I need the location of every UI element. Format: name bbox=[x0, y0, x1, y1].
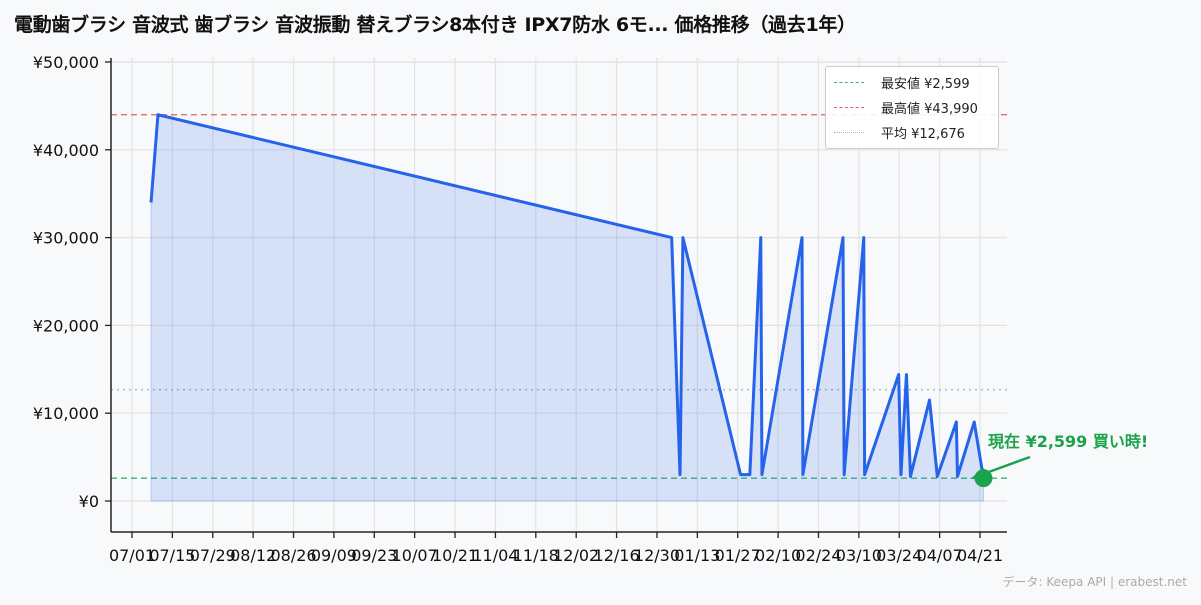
legend-label-max: 最高値 ¥43,990 bbox=[881, 101, 978, 117]
y-tick-label: ¥10,000 bbox=[33, 404, 99, 423]
x-tick-label: 08/26 bbox=[270, 546, 316, 565]
x-tick-label: 10/07 bbox=[392, 546, 438, 565]
dashed-line-icon bbox=[834, 106, 864, 108]
x-tick-label: 04/21 bbox=[957, 546, 1003, 565]
y-tick-label: ¥50,000 bbox=[33, 53, 99, 72]
x-axis-ticks: 07/0107/1507/2908/1208/2609/0909/2310/07… bbox=[109, 532, 1003, 565]
y-axis-ticks: ¥0 ¥10,000 ¥20,000 ¥30,000 ¥40,000 ¥50,000 bbox=[33, 53, 111, 511]
x-tick-label: 10/21 bbox=[432, 546, 478, 565]
x-tick-label: 12/30 bbox=[634, 546, 680, 565]
x-tick-label: 02/10 bbox=[755, 546, 801, 565]
legend: 最安値 ¥2,599 最高値 ¥43,990 平均 ¥12,676 bbox=[825, 66, 999, 149]
dashed-line-icon bbox=[834, 81, 864, 83]
chart-title: 電動歯ブラシ 音波式 歯ブラシ 音波振動 替えブラシ8本付き IPX7防水 6モ… bbox=[14, 14, 856, 36]
x-tick-label: 09/23 bbox=[351, 546, 397, 565]
y-tick-label: ¥30,000 bbox=[33, 229, 99, 248]
x-tick-label: 12/16 bbox=[594, 546, 640, 565]
legend-item-min: 最安値 ¥2,599 bbox=[826, 72, 970, 92]
legend-item-avg: 平均 ¥12,676 bbox=[826, 122, 965, 142]
x-tick-label: 07/15 bbox=[149, 546, 195, 565]
y-tick-label: ¥20,000 bbox=[33, 316, 99, 335]
x-tick-label: 03/24 bbox=[876, 546, 922, 565]
x-tick-label: 07/01 bbox=[109, 546, 155, 565]
x-tick-label: 01/13 bbox=[674, 546, 720, 565]
x-tick-label: 11/04 bbox=[472, 546, 518, 565]
legend-label-avg: 平均 ¥12,676 bbox=[881, 126, 965, 142]
x-tick-label: 08/12 bbox=[230, 546, 276, 565]
price-line bbox=[149, 113, 985, 479]
dotted-line-icon bbox=[834, 131, 864, 133]
y-tick-label: ¥40,000 bbox=[33, 141, 99, 160]
x-tick-label: 12/02 bbox=[553, 546, 599, 565]
x-tick-label: 01/27 bbox=[715, 546, 761, 565]
current-price-annotation: 現在 ¥2,599 買い時! bbox=[988, 432, 1149, 451]
y-tick-label: ¥0 bbox=[79, 492, 99, 511]
x-tick-label: 09/09 bbox=[311, 546, 357, 565]
current-price-marker bbox=[974, 469, 993, 488]
axes bbox=[110, 58, 1007, 533]
legend-item-max: 最高値 ¥43,990 bbox=[826, 97, 978, 117]
x-tick-label: 03/10 bbox=[836, 546, 882, 565]
data-credit: データ: Keepa API | erabest.net bbox=[1002, 575, 1187, 589]
x-tick-label: 07/29 bbox=[190, 546, 236, 565]
x-tick-label: 04/07 bbox=[917, 546, 963, 565]
x-tick-label: 11/18 bbox=[513, 546, 559, 565]
legend-label-min: 最安値 ¥2,599 bbox=[881, 76, 970, 92]
x-tick-label: 02/24 bbox=[795, 546, 841, 565]
